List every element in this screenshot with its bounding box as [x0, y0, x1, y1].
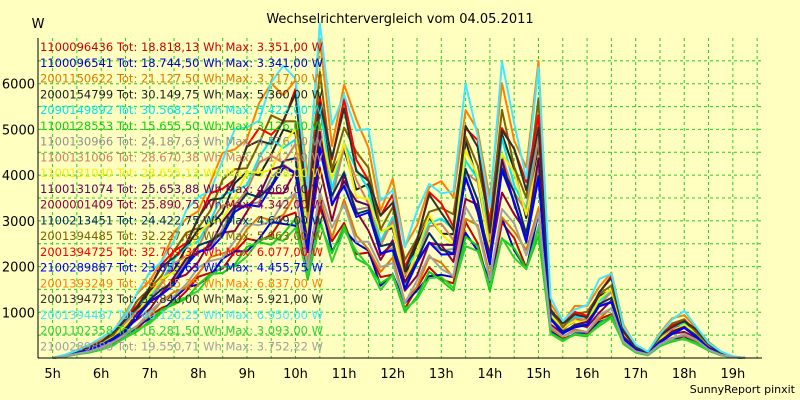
y-tick-label: 6000: [2, 78, 35, 93]
legend-entry: 2090149892 Tot: 30.568,25 Wh Max: 5.422,…: [40, 103, 323, 117]
legend: 1100096436 Tot: 18.818,13 Wh Max: 3.351,…: [40, 40, 323, 353]
legend-entry: 2000001409 Tot: 25.890,75 Wh Max: 4.342,…: [40, 198, 323, 212]
x-tick-label: 5h: [44, 367, 61, 382]
y-tick-label: 5000: [2, 123, 35, 138]
series-line: [52, 147, 746, 359]
series-line: [52, 22, 746, 359]
legend-entry: 2001102358 Tot: 16.281,50 Wh Max: 3.093,…: [40, 324, 323, 338]
x-tick-label: 10h: [283, 367, 308, 382]
series-lines: [52, 22, 746, 359]
legend-entry: 2001393249 Tot: 36.315,25 Wh Max: 6.837,…: [40, 276, 323, 290]
x-tick-label: 12h: [380, 367, 405, 382]
x-tick-label: 16h: [575, 367, 600, 382]
legend-entry: 1100128553 Tot: 15.655,50 Wh Max: 3.126,…: [40, 119, 323, 133]
x-tick-labels: 5h 6h 7h 8h 9h 10h 11h 12h 13h 14h 15h 16h 17h 18h 19h: [44, 367, 745, 382]
legend-entry: 1100213451 Tot: 24.422,75 Wh Max: 4.649,…: [40, 213, 323, 227]
vertical-gridlines: [52, 38, 758, 358]
legend-entry: 2000154799 Tot: 30.149,75 Wh Max: 5.360,…: [40, 87, 323, 101]
legend-entry: 2001394725 Tot: 32.709,38 Wh Max: 6.077,…: [40, 245, 323, 259]
legend-entry: 2001394723 Tot: 31.840,00 Wh Max: 5.921,…: [40, 292, 323, 306]
x-tick-label: 15h: [526, 367, 551, 382]
legend-entry: 1100131040 Tot: 28.655,13 Wh Max: 5.188,…: [40, 166, 323, 180]
x-tick-label: 13h: [429, 367, 454, 382]
legend-entry: 1100131074 Tot: 25.653,88 Wh Max: 4.669,…: [40, 182, 323, 196]
x-tick-label: 8h: [190, 367, 207, 382]
series-line: [52, 93, 746, 359]
legend-entry: 2100289888 Tot: 19.550,71 Wh Max: 3.752,…: [40, 339, 323, 353]
series-line: [52, 191, 746, 359]
y-tick-label: 3000: [2, 215, 35, 230]
x-tick-label: 14h: [478, 367, 503, 382]
x-tick-label: 17h: [623, 367, 648, 382]
legend-entry: 2100289887 Tot: 23.855,63 Wh Max: 4.455,…: [40, 261, 323, 275]
legend-entry: 1100096436 Tot: 18.818,13 Wh Max: 3.351,…: [40, 40, 323, 54]
y-tick-label: 4000: [2, 169, 35, 184]
x-tick-label: 6h: [93, 367, 110, 382]
x-tick-label: 19h: [720, 367, 745, 382]
footer-credit: SunnyReport pinxit: [690, 383, 796, 396]
y-tick-labels: 1000 2000 3000 4000 5000 6000: [2, 78, 35, 322]
legend-entry: 1100131006 Tot: 28.670,38 Wh Max: 5.142,…: [40, 150, 323, 164]
legend-entry: 2001150622 Tot: 21.127,50 Wh Max: 3.717,…: [40, 72, 323, 86]
chart-title: Wechselrichtervergleich vom 04.05.2011: [266, 12, 533, 27]
x-tick-label: 11h: [332, 367, 357, 382]
legend-entry: 1100130966 Tot: 24.187,63 Wh Max: 4.576,…: [40, 135, 323, 149]
x-tick-label: 18h: [672, 367, 697, 382]
legend-entry: 2001394485 Tot: 32.227,63 Wh Max: 5.963,…: [40, 229, 323, 243]
legend-entry: 1100096541 Tot: 18.744,50 Wh Max: 3.341,…: [40, 56, 323, 70]
y-tick-label: 1000: [2, 306, 35, 321]
x-tick-label: 9h: [239, 367, 256, 382]
legend-entry: 2001394487 Tot: 40.120,25 Wh Max: 6.950,…: [40, 308, 323, 322]
y-tick-label: 2000: [2, 261, 35, 276]
x-tick-label: 7h: [142, 367, 159, 382]
y-axis-label: W: [32, 17, 45, 32]
